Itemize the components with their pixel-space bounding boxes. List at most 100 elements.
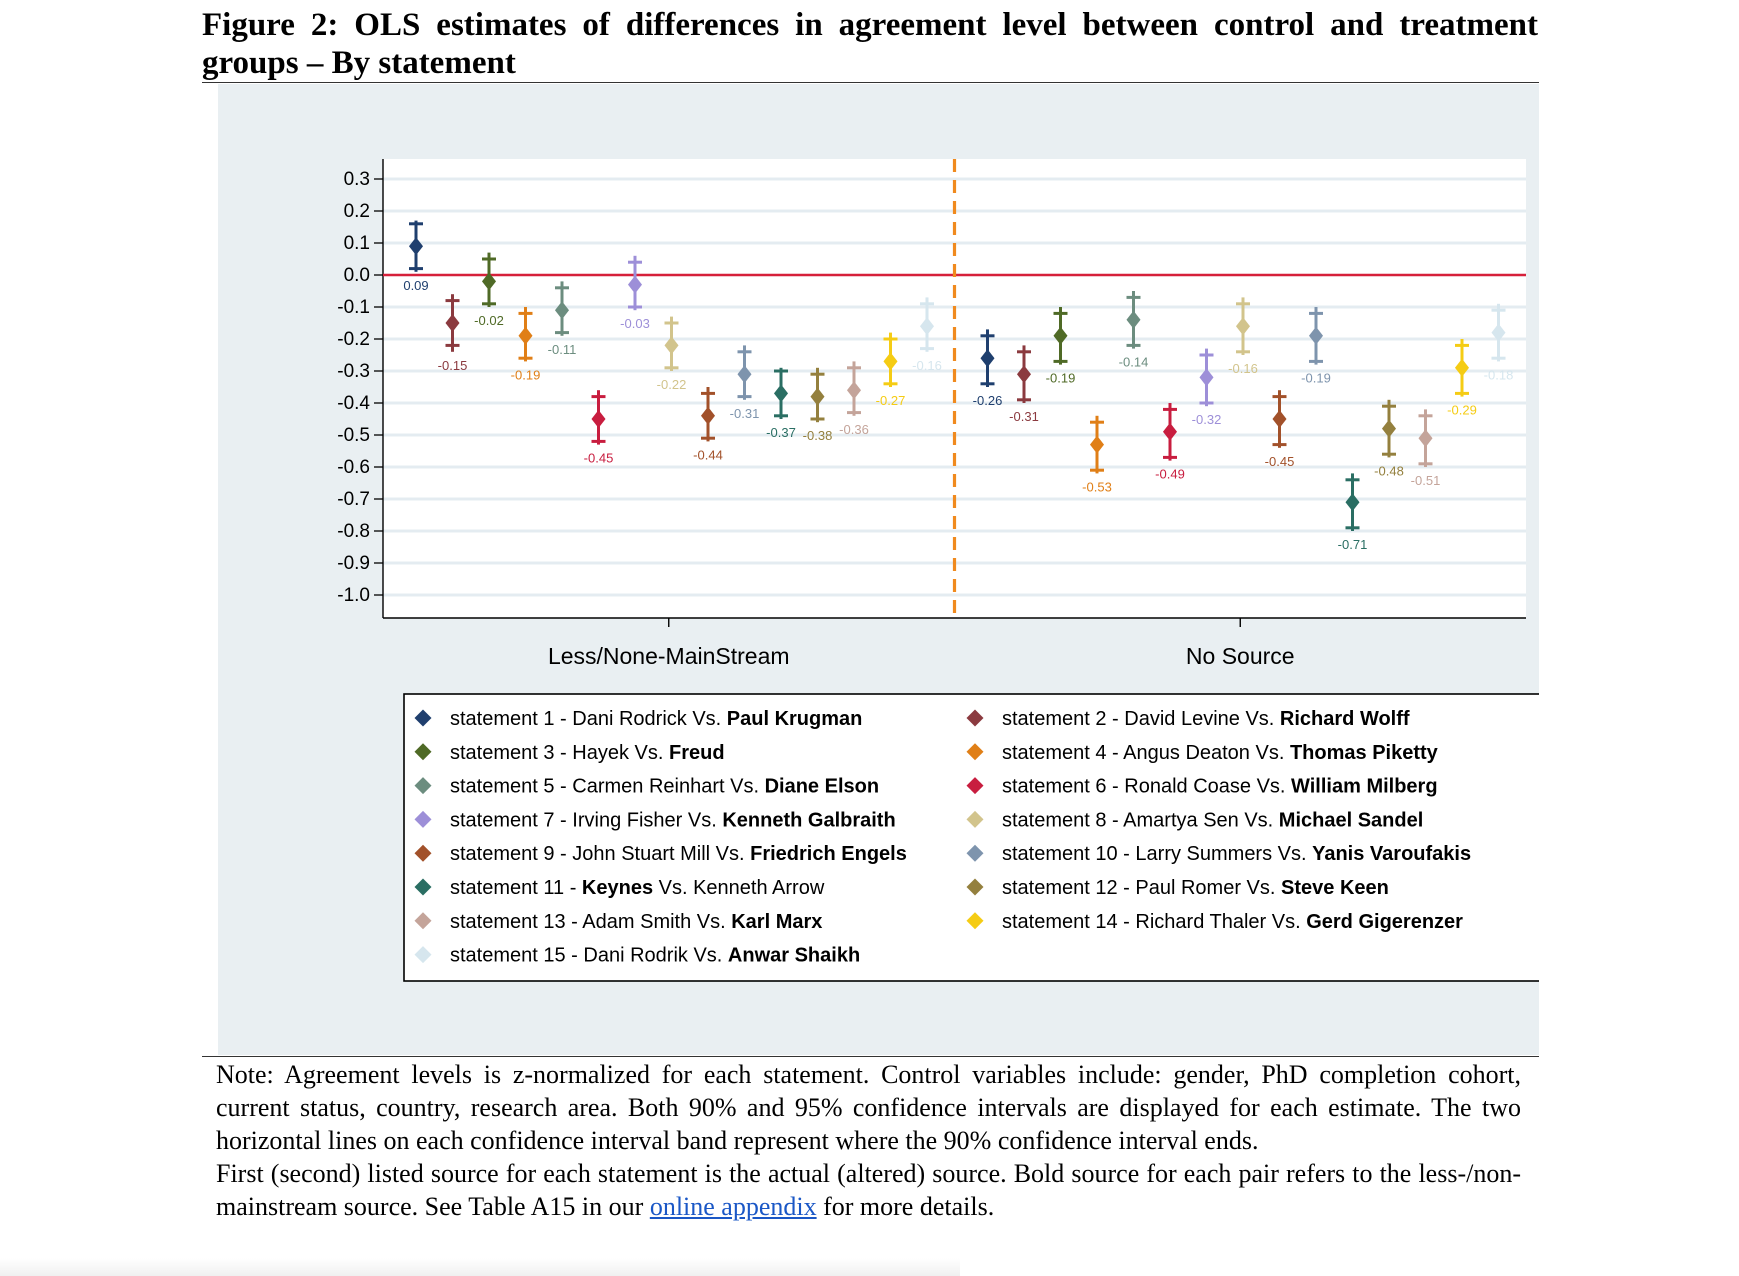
estimate-marker <box>1162 422 1178 441</box>
estimate-value-label: -0.19 <box>511 367 541 382</box>
legend-marker <box>414 844 432 862</box>
legend-marker <box>414 810 432 828</box>
estimate-value-label: -0.11 <box>548 342 577 357</box>
estimate-value-label: -0.44 <box>693 447 723 462</box>
estimate-value-label: -0.48 <box>1374 463 1404 478</box>
estimate-point: -0.02 <box>474 252 504 328</box>
estimate-value-label: -0.16 <box>912 358 942 373</box>
estimate-point: -0.16 <box>912 297 942 373</box>
estimate-marker <box>1418 429 1433 448</box>
estimate-marker <box>1199 368 1214 387</box>
figure-note: Note: Agreement levels is z-normalized f… <box>216 1058 1521 1223</box>
estimate-marker <box>1491 323 1506 342</box>
estimate-point: -0.19 <box>1301 307 1331 386</box>
y-tick-label: 0.3 <box>344 169 370 190</box>
online-appendix-link[interactable]: online appendix <box>649 1192 817 1221</box>
legend-label: statement 11 - Keynes Vs. Kenneth Arrow <box>450 877 825 899</box>
y-tick-label: 0.1 <box>344 233 370 254</box>
legend-marker <box>414 709 432 727</box>
estimate-point: -0.31 <box>1009 345 1039 424</box>
estimate-marker <box>980 349 995 368</box>
legend-item: statement 13 - Adam Smith Vs. Karl Marx <box>414 911 822 933</box>
estimate-point: -0.16 <box>1228 297 1258 376</box>
group-label: No Source <box>1186 643 1295 669</box>
legend-label: statement 5 - Carmen Reinhart Vs. Diane … <box>450 776 879 798</box>
estimate-point: -0.37 <box>766 367 796 440</box>
estimate-point: -0.26 <box>973 329 1002 408</box>
legend-item: statement 3 - Hayek Vs. Freud <box>414 742 725 764</box>
estimate-value-label: -0.51 <box>1411 473 1441 488</box>
estimate-point: -0.32 <box>1192 348 1221 427</box>
estimate-value-label: -0.71 <box>1338 537 1368 552</box>
estimate-marker <box>664 336 679 355</box>
y-tick-label: -0.1 <box>337 297 370 318</box>
estimate-marker <box>518 326 533 345</box>
y-tick-label: -0.4 <box>337 393 370 414</box>
estimate-point: -0.27 <box>876 332 906 408</box>
estimate-point: -0.51 <box>1411 409 1441 488</box>
legend-label: statement 2 - David Levine Vs. Richard W… <box>1002 708 1410 730</box>
estimate-marker <box>810 387 825 406</box>
estimate-point: 0.09 <box>403 220 429 293</box>
legend-label: statement 10 - Larry Summers Vs. Yanis V… <box>1002 843 1471 865</box>
estimate-value-label: -0.15 <box>438 358 468 373</box>
estimate-marker <box>773 384 789 403</box>
note-paragraph-1: Note: Agreement levels is z-normalized f… <box>216 1060 1521 1155</box>
title-rule <box>202 82 1539 83</box>
y-tick-label: -0.9 <box>337 553 370 574</box>
estimate-point: -0.18 <box>1484 303 1514 382</box>
estimate-value-label: -0.22 <box>657 377 687 392</box>
y-tick-label: -1.0 <box>337 585 370 606</box>
legend-item: statement 6 - Ronald Coase Vs. William M… <box>966 776 1438 798</box>
legend-marker <box>966 743 984 761</box>
estimate-point: -0.45 <box>584 390 614 466</box>
estimate-marker <box>737 365 752 384</box>
estimate-value-label: -0.16 <box>1228 361 1258 376</box>
y-tick-label: -0.2 <box>337 329 370 350</box>
estimate-marker <box>627 275 643 294</box>
note-rule <box>202 1056 1539 1057</box>
estimate-marker <box>883 352 898 371</box>
estimate-value-label: -0.27 <box>876 393 906 408</box>
legend-marker <box>966 878 984 896</box>
estimate-value-label: -0.14 <box>1119 355 1149 370</box>
estimate-value-label: -0.02 <box>474 313 504 328</box>
estimate-point: -0.48 <box>1374 399 1404 478</box>
figure-title: Figure 2: OLS estimates of differences i… <box>202 7 1538 81</box>
estimate-point: -0.03 <box>620 255 650 331</box>
estimate-value-label: -0.31 <box>730 406 760 421</box>
estimate-value-label: -0.19 <box>1046 371 1076 386</box>
legend-marker <box>966 844 984 862</box>
estimate-value-label: 0.09 <box>403 278 428 293</box>
estimate-marker <box>1016 365 1032 384</box>
coefficient-chart: 0.3 0.2 0.1 0.0 -0.1 -0.2 -0.3 -0.4 -0.5 -0.6 -0.7… <box>337 159 1539 982</box>
note-text-before-link: First (second) listed source for each st… <box>216 1159 1521 1221</box>
legend-marker <box>966 777 984 795</box>
estimate-marker <box>1381 419 1397 438</box>
estimate-point: -0.15 <box>438 294 468 373</box>
estimate-value-label: -0.38 <box>803 428 833 443</box>
estimate-marker <box>1089 435 1105 454</box>
estimate-value-label: -0.45 <box>584 451 614 466</box>
estimate-value-label: -0.18 <box>1484 367 1514 382</box>
estimate-value-label: -0.03 <box>620 316 650 331</box>
estimate-marker <box>1126 310 1141 329</box>
legend-label: statement 14 - Richard Thaler Vs. Gerd G… <box>1002 911 1463 933</box>
legend-marker <box>414 946 432 964</box>
legend-marker <box>414 912 432 930</box>
legend-label: statement 15 - Dani Rodrik Vs. Anwar Sha… <box>450 945 860 967</box>
estimate-marker <box>481 272 497 291</box>
legend-item: statement 7 - Irving Fisher Vs. Kenneth … <box>414 809 896 831</box>
estimate-marker <box>408 237 424 256</box>
estimate-value-label: -0.49 <box>1155 467 1185 482</box>
estimate-point: -0.36 <box>839 361 869 437</box>
legend-item: statement 15 - Dani Rodrik Vs. Anwar Sha… <box>414 945 860 967</box>
legend-label: statement 12 - Paul Romer Vs. Steve Keen <box>1002 877 1389 899</box>
legend-marker <box>966 912 984 930</box>
estimate-value-label: -0.29 <box>1447 403 1477 418</box>
estimate-point: -0.11 <box>548 281 577 357</box>
legend-label: statement 1 - Dani Rodrick Vs. Paul Krug… <box>450 708 862 730</box>
estimate-marker <box>591 410 606 428</box>
estimate-marker <box>919 317 935 336</box>
estimate-point: -0.71 <box>1338 473 1368 552</box>
